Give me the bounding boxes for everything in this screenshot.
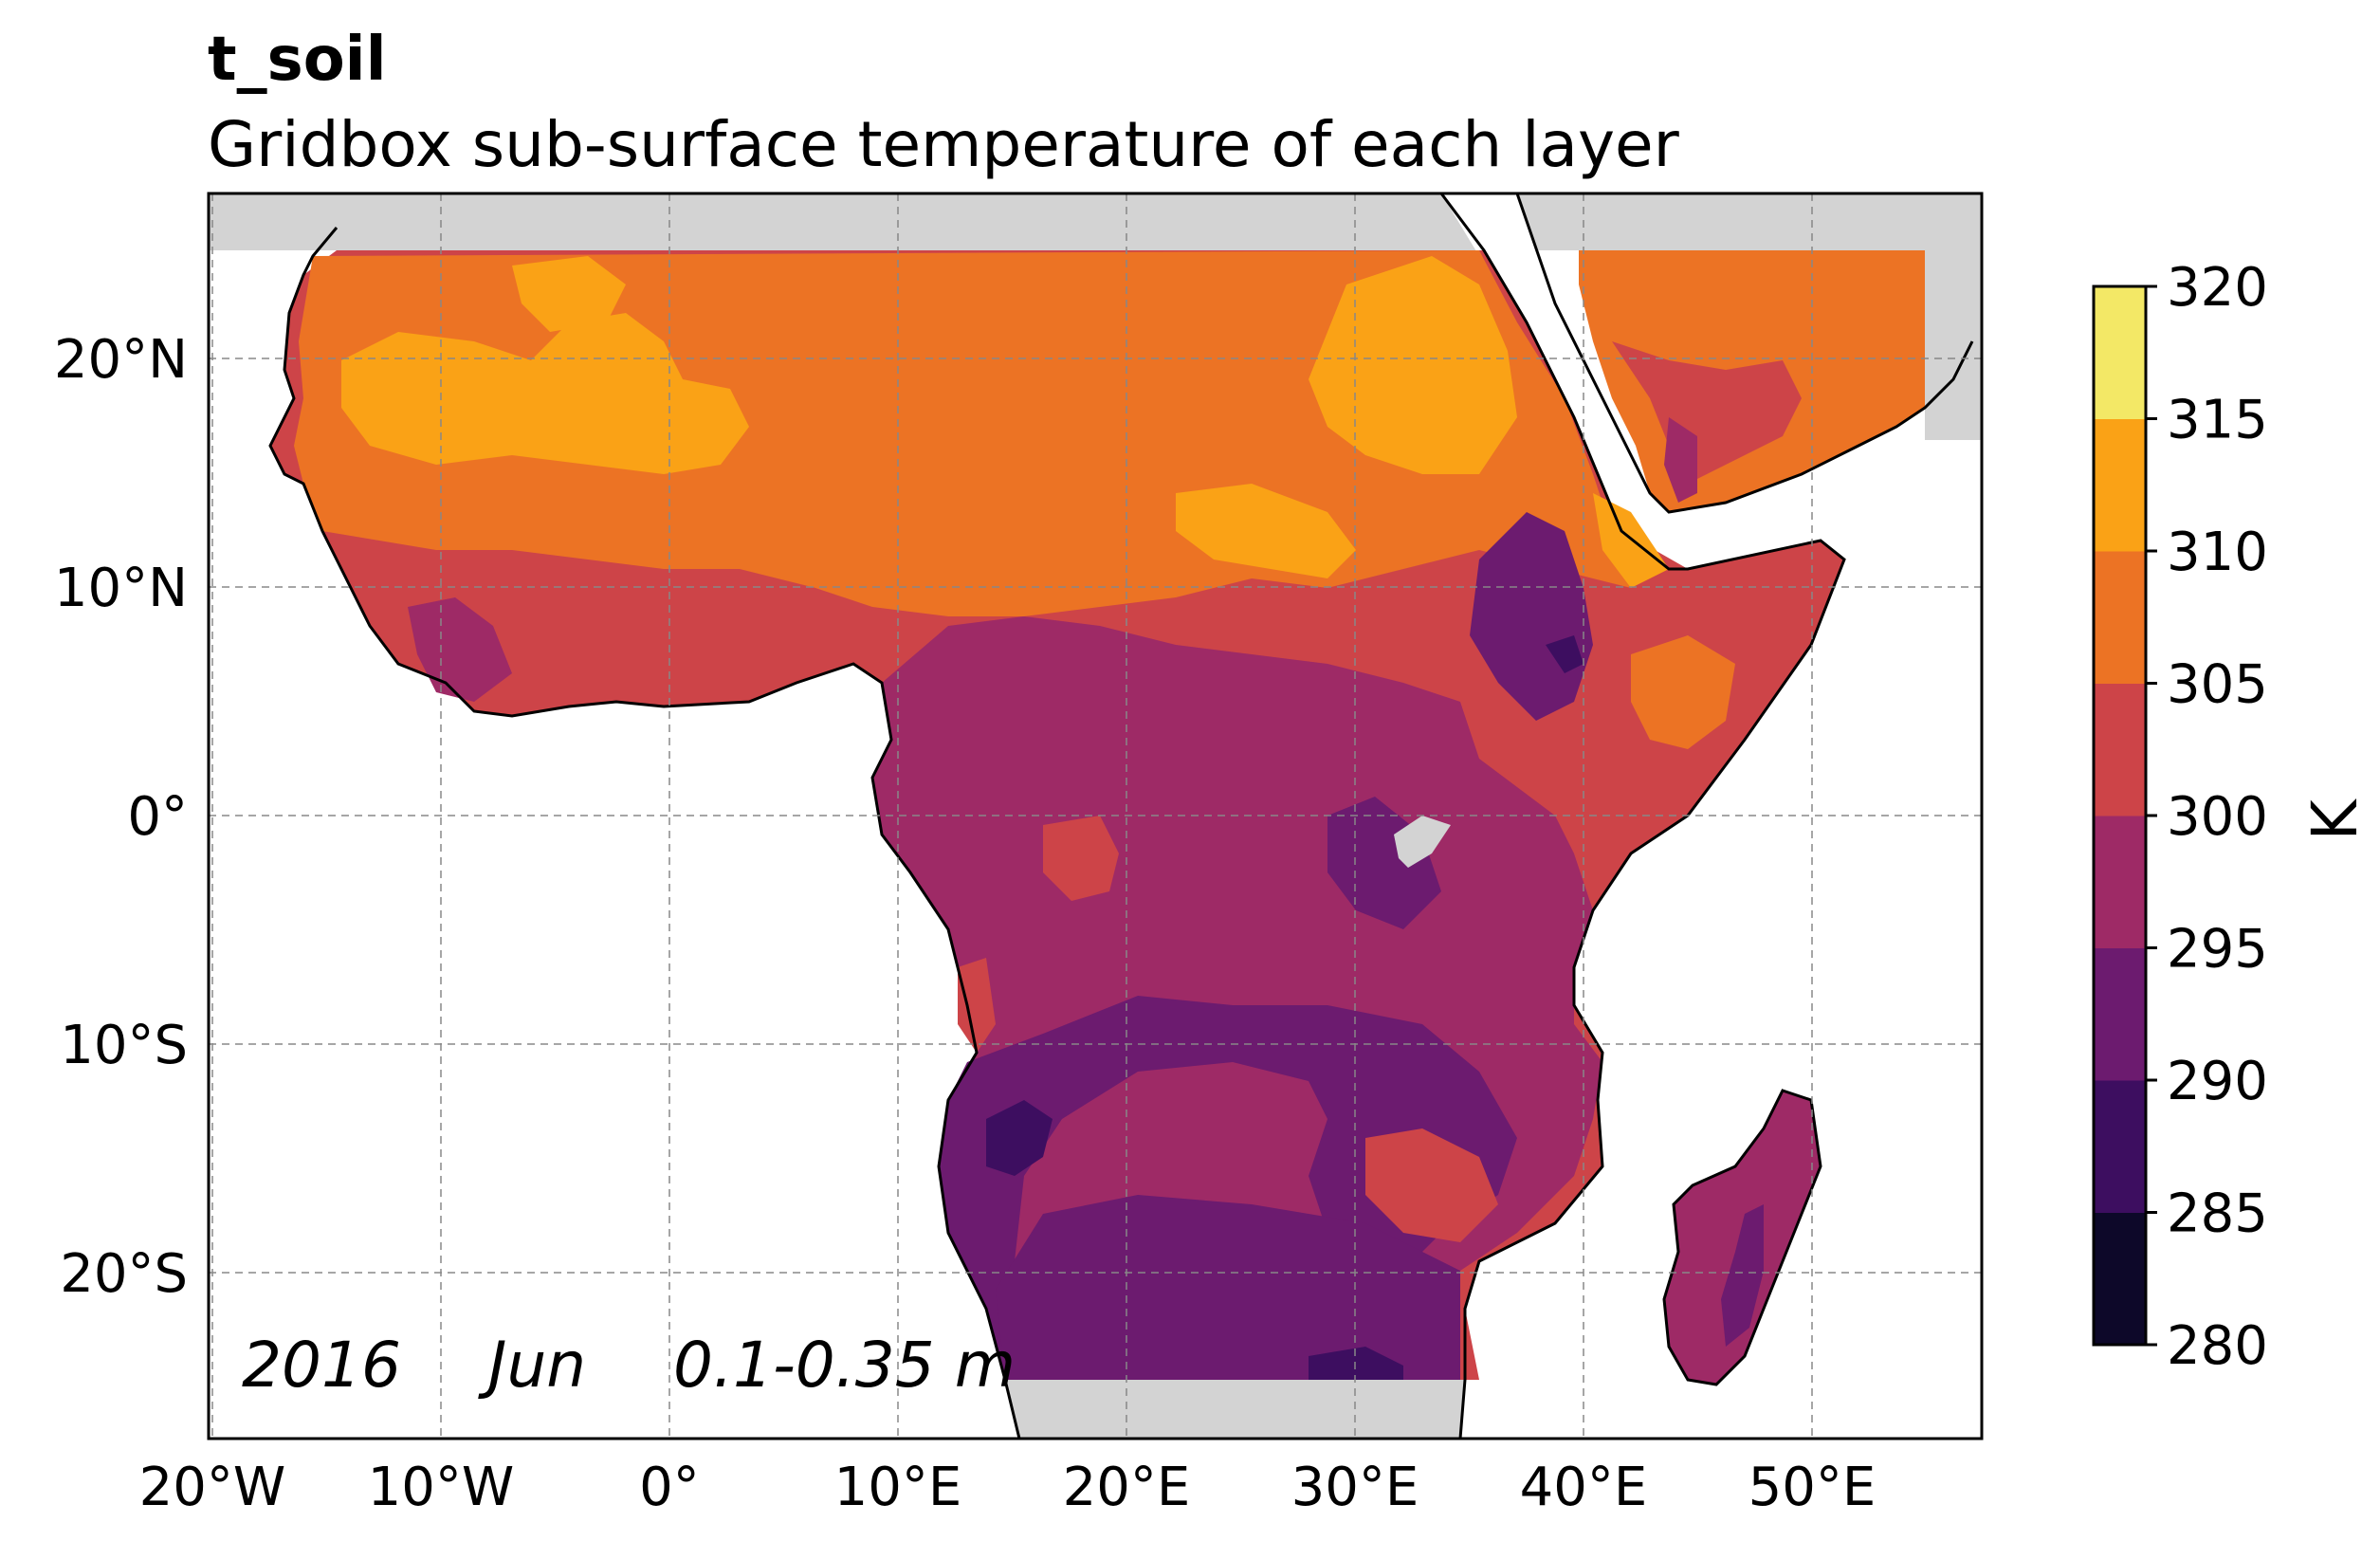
colorbar-swatch [2094,1212,2146,1346]
mozambique-warm [1365,1128,1498,1242]
colorbar-swatch [2094,418,2146,552]
y-tick-label: 10°S [60,1015,188,1076]
arabia-warm-core [1612,341,1802,484]
horn-hot [1593,493,1669,588]
y-tick-label: 20°S [60,1243,188,1305]
colorbar-tick-label: 305 [2167,654,2268,716]
sahara-hot-west [341,313,749,474]
map-title: t_soil [208,25,387,95]
map-frame [207,192,1984,1440]
colorbar-swatch [2094,683,2146,816]
southern-africa-plateau [939,996,1517,1380]
y-tick-labels: 20°N 10°N 0° 10°S 20°S [54,329,188,1305]
namibia-dark [986,1100,1053,1176]
guinea-cool-patch [408,597,512,702]
sahara-hot-northeast [1176,484,1356,578]
x-tick-label: 20°W [139,1457,286,1518]
angola-coast-warm [958,958,996,1053]
colorbar-tick-label: 290 [2167,1051,2268,1112]
annotation-depth: 0.1-0.35 m [673,1329,1016,1402]
x-tick-label: 10°E [834,1457,962,1518]
annotation-month: Jun [478,1329,586,1402]
colorbar-tick-label: 280 [2167,1315,2268,1377]
x-tick-label: 20°E [1063,1457,1191,1518]
colorbar-tick-label: 300 [2167,786,2268,848]
colorbar-swatch [2094,551,2146,684]
period-annotation: 2016 Jun 0.1-0.35 m [242,1329,1016,1402]
colorbar-swatch [2094,947,2146,1081]
map-subtitle: Gridbox sub-surface temperature of each … [208,108,1679,181]
colorbar-tick-label: 320 [2167,257,2268,319]
southern-africa-south [996,1195,1460,1380]
x-tick-label: 0° [639,1457,700,1518]
map-plot-area [209,193,1982,1439]
y-tick-label: 20°N [54,329,188,391]
no-data-north-band [209,193,1982,250]
x-tick-labels: 20°W 10°W 0° 10°E 20°E 30°E 40°E 50°E [139,1457,1877,1518]
annotation-year: 2016 [242,1329,401,1402]
congo-warm-patch [1043,816,1119,901]
sahara-hot-central [512,256,626,332]
x-tick-label: 30°E [1291,1457,1419,1518]
horn-warm [1631,635,1735,749]
no-data-east-band [1925,193,1982,440]
colorbar-tick-label: 310 [2167,522,2268,583]
gridlines [209,193,1982,1439]
x-tick-label: 40°E [1520,1457,1648,1518]
colorbar-tick-label: 315 [2167,390,2268,451]
east-africa-coastline [1439,193,1846,1439]
y-tick-label: 10°N [54,558,188,619]
arabia-cool-patch [1664,417,1697,503]
colorbar-swatch [2094,286,2146,419]
red-sea-coastline [1515,193,1974,514]
sahara-hot-east [1309,256,1517,474]
lake-victoria [1394,816,1451,868]
africa-coastline [268,227,1021,1439]
colorbar-tick-label: 295 [2167,919,2268,981]
colorbar-swatch [2094,1080,2146,1213]
colorbar: 280 285 290 295 300 305 310 315 320 [2092,257,2268,1377]
y-tick-label: 0° [127,786,188,848]
ethiopian-highlands-dark [1546,635,1584,673]
colorbar-tick-label: 285 [2167,1183,2268,1245]
x-tick-label: 10°W [368,1457,515,1518]
madagascar-cool [1721,1204,1764,1347]
colorbar-unit-label: K [2298,798,2371,841]
southeast-dark [1309,1347,1403,1380]
colorbar-swatch [2094,816,2146,948]
no-data-south-land [1005,1380,1465,1439]
x-tick-label: 50°E [1748,1457,1877,1518]
